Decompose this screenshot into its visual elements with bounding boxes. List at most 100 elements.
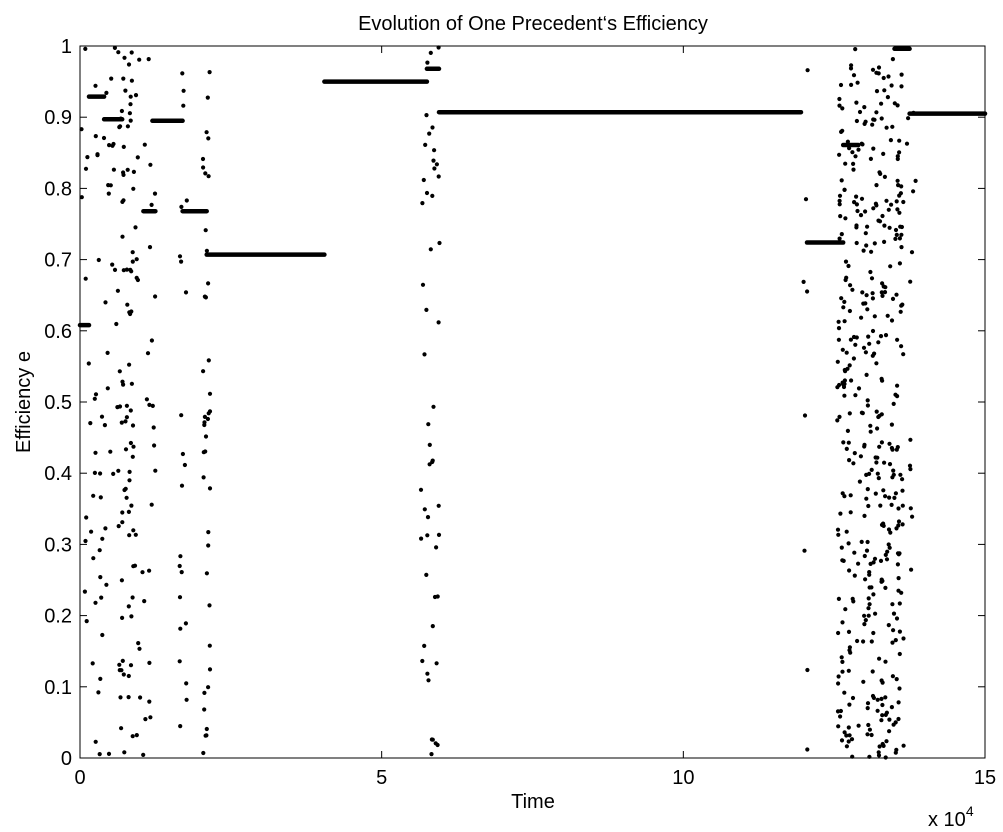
data-point xyxy=(862,553,867,559)
data-point xyxy=(127,478,132,483)
data-point xyxy=(126,509,131,514)
y-tick-label: 0.6 xyxy=(44,321,72,343)
data-point xyxy=(120,658,125,664)
data-point xyxy=(878,171,883,176)
data-point xyxy=(843,277,848,283)
data-point xyxy=(111,471,116,476)
data-point xyxy=(838,82,844,88)
data-point xyxy=(848,493,853,498)
data-point xyxy=(893,638,898,643)
data-point xyxy=(90,661,95,666)
data-point xyxy=(126,604,131,609)
data-series xyxy=(77,45,988,760)
data-point xyxy=(883,333,889,338)
data-point xyxy=(95,152,100,157)
data-point xyxy=(419,536,424,541)
data-point xyxy=(843,259,849,264)
data-point xyxy=(846,629,852,635)
data-point xyxy=(143,717,148,722)
data-point xyxy=(897,686,902,691)
data-point xyxy=(178,724,183,729)
data-point xyxy=(117,404,123,409)
data-point xyxy=(431,404,436,409)
data-point xyxy=(802,548,807,553)
data-point xyxy=(127,362,132,367)
data-point xyxy=(177,563,182,569)
data-point xyxy=(851,356,857,361)
data-point xyxy=(837,236,842,241)
data-point xyxy=(897,210,902,215)
data-point xyxy=(884,198,889,203)
data-point xyxy=(840,106,845,111)
data-point xyxy=(883,494,888,499)
data-point xyxy=(852,550,857,555)
data-point xyxy=(835,359,840,364)
data-point xyxy=(847,308,853,314)
data-point xyxy=(121,144,126,149)
data-point xyxy=(836,532,841,537)
data-point xyxy=(422,643,427,649)
data-point xyxy=(870,291,875,296)
data-point xyxy=(883,755,888,760)
data-point xyxy=(847,458,852,463)
data-point xyxy=(854,240,859,246)
data-point xyxy=(854,100,859,105)
plot-area xyxy=(79,45,986,759)
data-point xyxy=(106,751,112,757)
data-point xyxy=(875,426,880,431)
data-point xyxy=(863,618,868,623)
data-point xyxy=(899,245,904,250)
data-point xyxy=(805,68,810,73)
data-point xyxy=(93,600,98,605)
data-point xyxy=(201,165,206,170)
data-point xyxy=(112,45,117,51)
x-tick-label: 5 xyxy=(376,767,387,789)
data-point xyxy=(893,236,898,241)
data-point xyxy=(868,561,873,567)
data-point xyxy=(843,161,848,166)
data-point xyxy=(120,199,125,204)
data-point xyxy=(837,152,842,157)
data-point xyxy=(182,462,187,468)
data-point xyxy=(872,556,878,561)
data-point xyxy=(879,290,884,295)
data-point xyxy=(428,50,433,56)
data-point xyxy=(878,558,884,564)
data-point xyxy=(130,259,135,264)
data-point xyxy=(910,514,915,519)
data-point xyxy=(421,177,426,183)
data-point xyxy=(897,236,903,241)
data-point xyxy=(836,319,841,324)
data-point xyxy=(874,89,880,94)
data-point xyxy=(894,199,899,204)
data-point xyxy=(842,730,847,735)
data-point xyxy=(889,202,894,207)
data-point xyxy=(106,191,111,196)
data-point xyxy=(153,294,158,299)
data-point xyxy=(864,372,869,377)
data-point xyxy=(837,193,843,198)
data-point xyxy=(201,369,206,374)
data-point xyxy=(865,701,871,706)
data-point xyxy=(123,486,128,491)
data-point xyxy=(420,201,425,206)
data-point xyxy=(865,706,870,711)
data-point xyxy=(843,216,848,221)
data-point xyxy=(99,595,104,600)
data-point xyxy=(105,350,110,355)
data-point xyxy=(83,538,88,544)
data-point xyxy=(801,279,806,284)
data-point xyxy=(906,116,911,121)
data-point xyxy=(846,541,851,546)
data-point xyxy=(152,191,158,196)
data-point xyxy=(867,727,873,732)
data-point xyxy=(848,283,853,288)
data-point xyxy=(874,203,879,208)
data-point xyxy=(103,526,108,531)
data-point xyxy=(84,515,89,520)
data-point xyxy=(133,532,138,537)
data-point xyxy=(899,344,904,349)
data-point xyxy=(879,101,884,106)
data-point xyxy=(901,352,906,357)
data-point xyxy=(203,434,209,439)
